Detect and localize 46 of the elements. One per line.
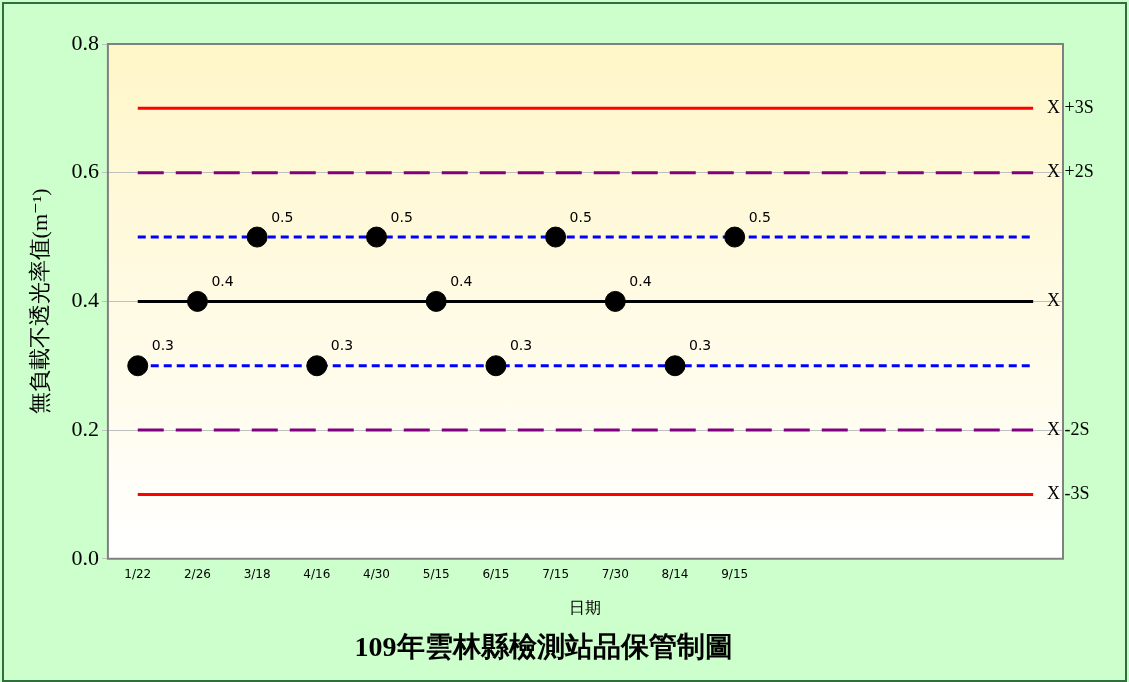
ref-line-label: X — [1047, 290, 1060, 311]
x-tick-label: 6/15 — [482, 567, 510, 582]
data-label: 0.4 — [450, 273, 473, 290]
point — [127, 355, 149, 377]
x-tick-label: 7/15 — [542, 567, 570, 582]
point — [485, 355, 507, 377]
data-label: 0.5 — [390, 208, 413, 225]
y-tick-label: 0.6 — [71, 158, 99, 184]
data-label: 0.4 — [211, 273, 234, 290]
ref-line-label: X -3S — [1047, 483, 1090, 504]
data-label: 0.5 — [271, 208, 294, 225]
x-axis-title: 日期 — [569, 599, 602, 616]
ref-line-label: X +2S — [1047, 161, 1094, 182]
x-tick-label: 4/30 — [363, 567, 390, 582]
point — [425, 290, 447, 312]
data-label: 0.4 — [629, 273, 652, 290]
data-label: 0.5 — [569, 208, 592, 225]
y-axis-title: 無負載不透光率值(m⁻¹) — [26, 188, 52, 415]
x-tick-label: 1/22 — [124, 567, 152, 582]
y-tick-label: 0.0 — [71, 544, 99, 570]
x-tick-label: 4/16 — [303, 567, 331, 582]
y-tick-label: 0.8 — [71, 29, 99, 55]
ref-line-label: X -2S — [1047, 418, 1090, 439]
point — [246, 226, 268, 248]
data-label: 0.3 — [688, 337, 712, 354]
x-tick-label: 3/18 — [243, 567, 271, 582]
x-tick-label: 7/30 — [601, 567, 629, 582]
point — [604, 290, 626, 312]
point — [664, 355, 686, 377]
data-label: 0.5 — [748, 208, 771, 225]
data-label: 0.3 — [330, 337, 354, 354]
point — [366, 226, 388, 248]
text: 109年雲林縣檢測站品保管制圖 — [354, 631, 733, 663]
point — [306, 355, 328, 377]
ref-line-label: X +3S — [1047, 97, 1094, 118]
x-tick-label: 9/15 — [721, 567, 749, 582]
data-label: 0.3 — [509, 337, 533, 354]
y-tick-label: 0.4 — [71, 287, 99, 313]
x-tick-label: 2/26 — [183, 567, 211, 582]
point — [545, 226, 567, 248]
y-tick-label: 0.2 — [71, 415, 99, 441]
point — [186, 290, 208, 312]
point — [724, 226, 746, 248]
data-label: 0.3 — [151, 337, 175, 354]
x-tick-label: 5/15 — [422, 567, 450, 582]
x-tick-label: 8/14 — [661, 567, 689, 582]
